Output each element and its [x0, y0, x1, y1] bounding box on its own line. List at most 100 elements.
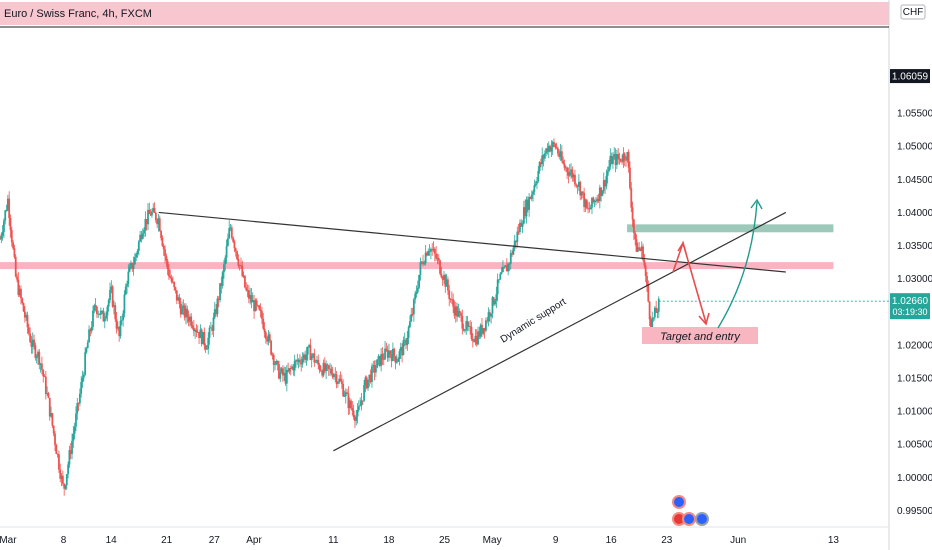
candle-body	[68, 450, 71, 465]
candle-body	[355, 416, 358, 421]
candle-body	[610, 156, 613, 164]
countdown-text: 03:19:30	[892, 307, 927, 317]
candle-body	[600, 187, 603, 196]
candle-body	[374, 367, 377, 373]
candles-layer	[0, 138, 660, 496]
candle-body	[13, 248, 16, 257]
candle-body	[651, 318, 654, 332]
candle-body	[335, 374, 338, 384]
candle-body	[532, 191, 534, 195]
candle-body	[321, 371, 324, 376]
candle-body	[38, 351, 41, 365]
candle-body	[1, 231, 4, 237]
candle-body	[105, 315, 107, 319]
candle-body	[336, 382, 339, 384]
candle-body	[444, 274, 447, 287]
candle-body	[0, 238, 1, 240]
candle-body	[216, 298, 219, 315]
candle-body	[657, 298, 660, 312]
x-tick-label: 23	[661, 535, 673, 546]
candle-body	[217, 298, 220, 300]
candle-body	[219, 283, 221, 300]
candle-body	[411, 314, 414, 315]
candle-body	[272, 354, 275, 365]
candle-body	[130, 263, 132, 267]
candle-body	[204, 345, 207, 350]
y-tick-label: 0.99500	[897, 506, 932, 517]
candle-body	[8, 198, 11, 219]
candle-body	[93, 305, 96, 311]
candle-body	[346, 392, 348, 394]
candle-body	[92, 310, 94, 327]
candle-body	[445, 279, 448, 287]
candle-body	[271, 354, 274, 356]
candle-body	[237, 259, 240, 266]
candle-body	[166, 260, 169, 270]
candle-body	[427, 250, 430, 256]
candle-body	[10, 230, 13, 243]
candle-body	[17, 279, 20, 296]
candle-body	[634, 232, 637, 240]
candle-body	[655, 307, 658, 313]
event-icon-1[interactable]	[672, 495, 686, 509]
candle-body	[102, 310, 105, 322]
candle-body	[580, 191, 583, 196]
y-tick-label: 1.03500	[897, 241, 932, 252]
candle-body	[334, 374, 337, 376]
candle-body	[584, 199, 587, 208]
candle-body	[58, 454, 60, 470]
candle-body	[474, 335, 477, 343]
candle-body	[508, 263, 511, 265]
candle-body	[215, 309, 217, 315]
candle-body	[111, 286, 114, 307]
candle-body	[270, 340, 273, 355]
event-icon-4[interactable]	[695, 512, 709, 526]
candle-body	[209, 327, 212, 329]
candle-body	[301, 358, 304, 365]
descending-trendline[interactable]	[158, 211, 786, 273]
candle-body	[471, 338, 474, 342]
candle-body	[543, 153, 546, 159]
candle-body	[21, 298, 24, 304]
current-price-text: 1.02660	[892, 296, 929, 307]
candle-body	[82, 374, 85, 378]
candle-body	[553, 142, 555, 145]
candle-body	[5, 209, 8, 211]
dynamic-support-line[interactable]	[333, 211, 787, 452]
candle-body	[76, 403, 79, 414]
candle-body	[151, 211, 153, 216]
x-tick-label: Jun	[730, 535, 746, 546]
candle-body	[500, 272, 503, 274]
candle-body	[360, 400, 363, 406]
candle-body	[623, 153, 626, 160]
candle-body	[415, 291, 418, 294]
event-icon-3[interactable]	[682, 512, 696, 526]
candle-body	[165, 256, 168, 261]
candle-body	[169, 276, 172, 278]
candle-body	[293, 360, 296, 371]
candle-body	[156, 220, 159, 225]
candle-body	[481, 324, 483, 334]
candle-body	[429, 249, 432, 252]
candle-body	[433, 248, 436, 254]
candle-body	[208, 327, 211, 338]
candle-body	[494, 300, 496, 305]
candle-body	[284, 372, 287, 384]
candle-body	[357, 406, 360, 410]
candle-body	[545, 148, 548, 154]
candle-body	[388, 350, 390, 358]
candle-body	[211, 327, 214, 331]
candle-body	[577, 181, 580, 187]
candle-body	[537, 170, 540, 181]
candle-body	[632, 219, 635, 233]
candle-body	[382, 359, 385, 360]
candle-body	[220, 283, 223, 286]
candle-body	[77, 403, 80, 404]
y-tick-label: 1.02000	[897, 340, 932, 351]
candle-body	[116, 327, 119, 329]
red-arrow-head-up	[677, 241, 687, 254]
x-tick-label: 14	[106, 535, 118, 546]
candle-body	[333, 374, 335, 378]
candle-body	[490, 313, 493, 317]
